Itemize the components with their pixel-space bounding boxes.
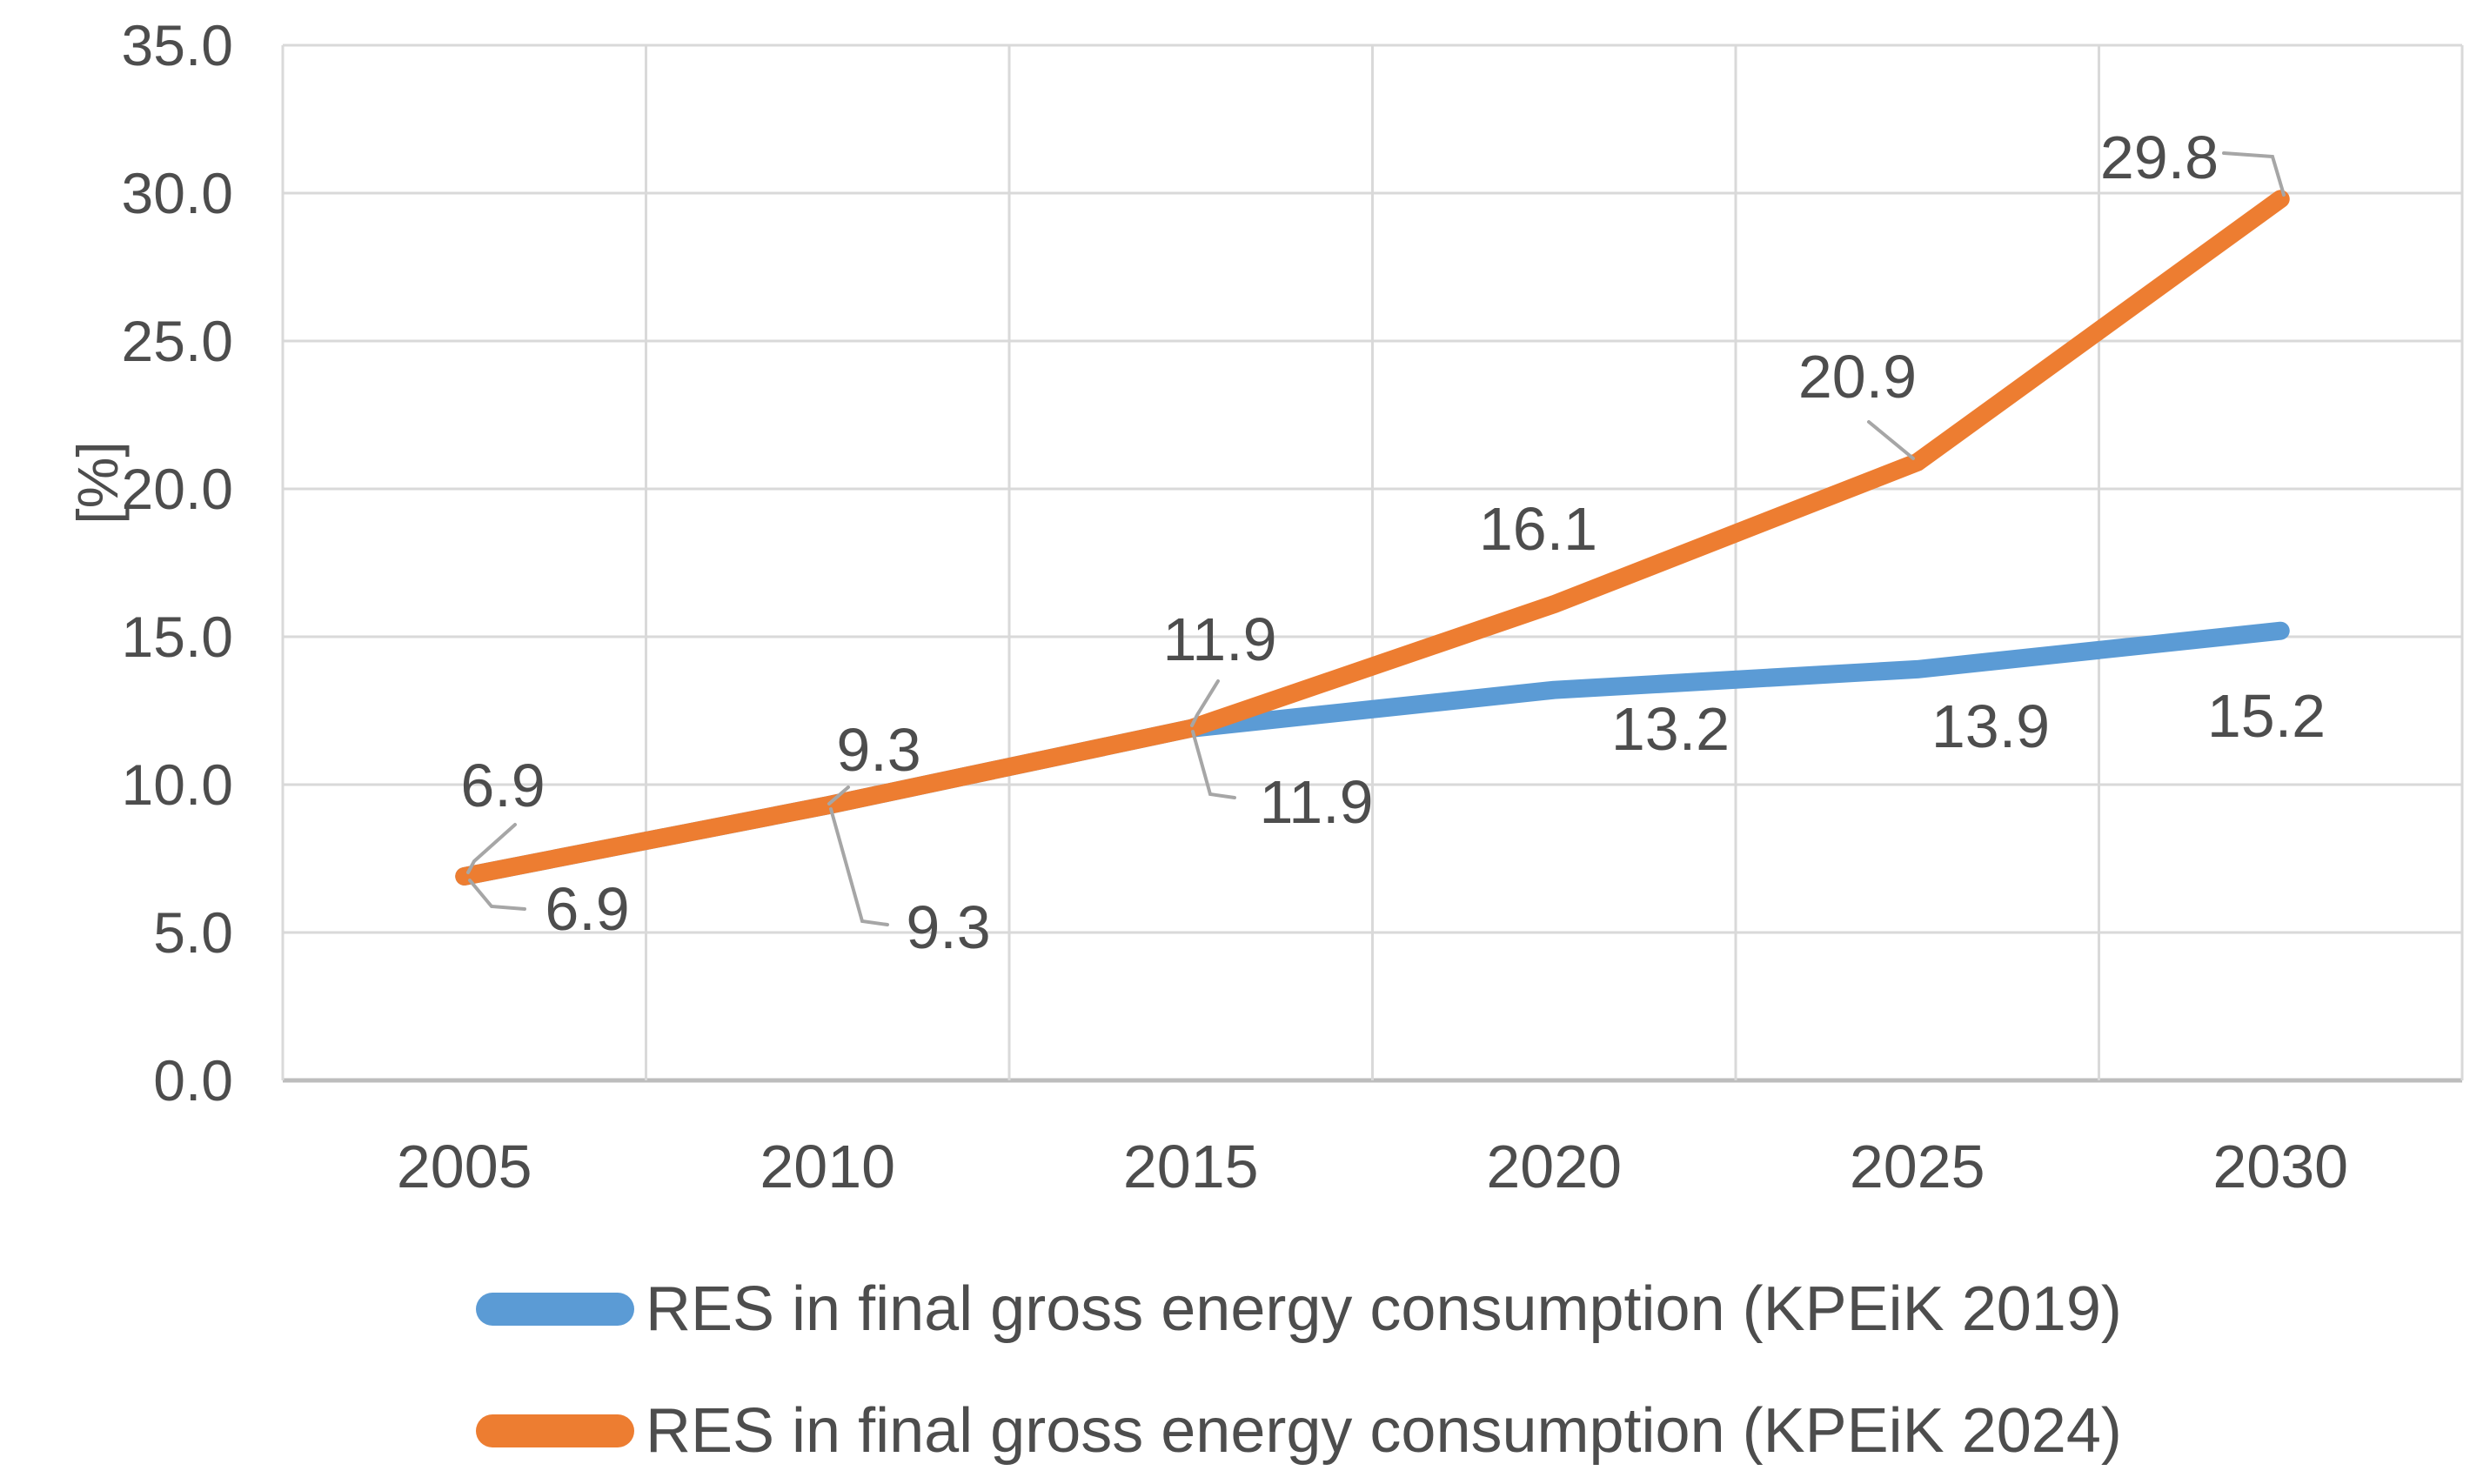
y-tick-label: 15.0 — [122, 605, 233, 669]
y-tick-label: 0.0 — [153, 1048, 233, 1113]
x-tick-label: 2025 — [1850, 1133, 1985, 1200]
y-tick-label: 10.0 — [122, 752, 233, 817]
label-leader-line — [1191, 730, 1236, 799]
x-tick-label: 2015 — [1123, 1133, 1259, 1200]
label-leader-line — [468, 879, 526, 911]
data-label: 6.9 — [460, 752, 545, 819]
data-label: 20.9 — [1798, 343, 1917, 411]
label-leader-line — [466, 823, 517, 874]
label-leader-line — [1190, 679, 1220, 727]
legend-label-kpeik-2019: RES in final gross energy consumption (K… — [646, 1274, 2122, 1344]
data-label: 9.3 — [836, 716, 920, 784]
legend-swatch-kpeik-2019 — [476, 1293, 634, 1326]
legend-item-kpeik-2024: RES in final gross energy consumption (K… — [476, 1396, 2122, 1466]
legend-label-kpeik-2024: RES in final gross energy consumption (K… — [646, 1396, 2122, 1466]
data-label: 6.9 — [545, 875, 629, 943]
y-axis-title: [%] — [65, 441, 130, 525]
x-tick-label: 2010 — [760, 1133, 895, 1200]
legend-swatch-kpeik-2024 — [476, 1414, 634, 1447]
data-label: 16.1 — [1479, 495, 1597, 563]
y-tick-label: 35.0 — [122, 13, 233, 77]
data-label: 11.9 — [1259, 768, 1373, 836]
label-leader-line — [2222, 151, 2286, 197]
data-label: 9.3 — [906, 893, 990, 961]
y-tick-label: 30.0 — [122, 161, 233, 225]
data-label: 13.2 — [1611, 695, 1730, 763]
y-tick-label: 20.0 — [122, 457, 233, 521]
data-label: 29.8 — [2100, 124, 2219, 191]
y-tick-label: 25.0 — [122, 309, 233, 373]
data-label: 11.9 — [1162, 605, 1276, 673]
label-leader-line — [829, 807, 889, 926]
legend-item-kpeik-2019: RES in final gross energy consumption (K… — [476, 1274, 2122, 1344]
data-label: 15.2 — [2207, 682, 2326, 750]
label-leader-line — [1867, 420, 1915, 460]
label-leader-line — [827, 785, 850, 806]
data-label: 13.9 — [1931, 692, 2050, 760]
x-tick-label: 2030 — [2212, 1133, 2348, 1200]
series-line-kpeik-2024 — [455, 190, 2290, 886]
x-tick-label: 2020 — [1486, 1133, 1622, 1200]
x-tick-label: 2005 — [397, 1133, 532, 1200]
y-tick-label: 5.0 — [153, 900, 233, 965]
